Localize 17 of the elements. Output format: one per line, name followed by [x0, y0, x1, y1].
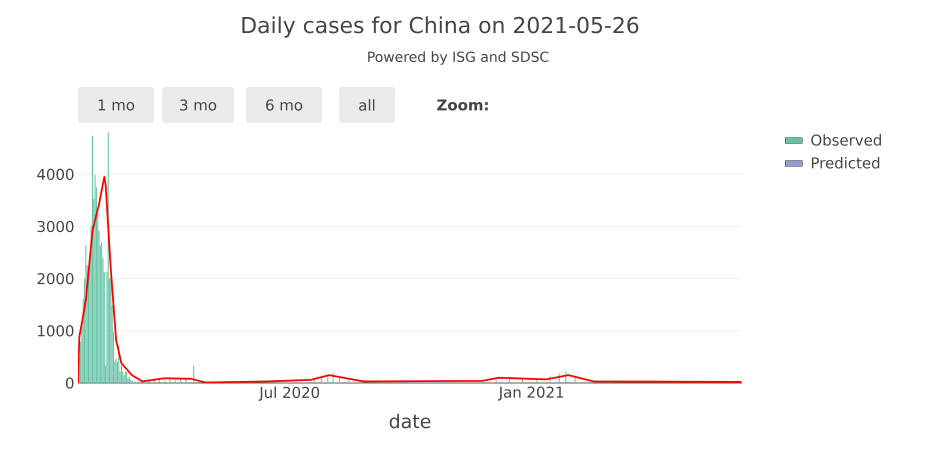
legend-label: Observed	[811, 134, 881, 146]
chart-title: Daily cases for China on 2021-05-26	[242, 16, 638, 38]
text: 6 mo	[266, 99, 302, 111]
y-tick-label: 2000	[38, 273, 74, 284]
x-axis-title: date	[390, 414, 430, 428]
legend-label: Predicted	[812, 157, 880, 169]
y-tick-label: 0	[66, 377, 74, 389]
y-tick-label: 1000	[38, 325, 74, 336]
text: 1 mo	[98, 99, 134, 111]
text: Zoom:	[437, 99, 488, 111]
x-tick-label: Jan 2021	[498, 386, 564, 401]
x-tick-label: Jul 2020	[258, 386, 320, 401]
text: all	[359, 99, 374, 111]
text: 3 mo	[180, 99, 216, 111]
chart-subtitle: Powered by ISG and SDSC	[368, 51, 548, 65]
y-tick-label: 3000	[38, 220, 74, 232]
y-tick-label: 4000	[37, 168, 74, 180]
